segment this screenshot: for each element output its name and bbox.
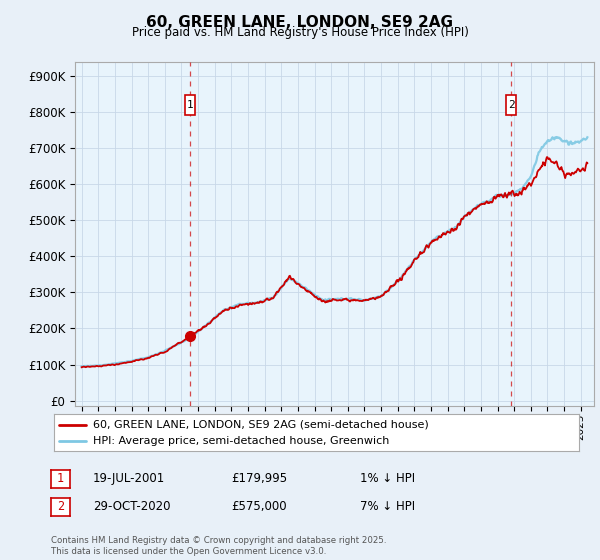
Text: 60, GREEN LANE, LONDON, SE9 2AG (semi-detached house): 60, GREEN LANE, LONDON, SE9 2AG (semi-de… — [94, 419, 429, 430]
Text: 1: 1 — [57, 472, 64, 486]
Text: 2: 2 — [57, 500, 64, 514]
FancyBboxPatch shape — [185, 95, 196, 115]
Text: HPI: Average price, semi-detached house, Greenwich: HPI: Average price, semi-detached house,… — [94, 436, 390, 446]
Text: 1: 1 — [187, 100, 194, 110]
Text: 19-JUL-2001: 19-JUL-2001 — [93, 472, 165, 486]
Text: 7% ↓ HPI: 7% ↓ HPI — [360, 500, 415, 514]
Text: Price paid vs. HM Land Registry's House Price Index (HPI): Price paid vs. HM Land Registry's House … — [131, 26, 469, 39]
Text: 60, GREEN LANE, LONDON, SE9 2AG: 60, GREEN LANE, LONDON, SE9 2AG — [146, 15, 454, 30]
Text: £575,000: £575,000 — [231, 500, 287, 514]
Text: 2: 2 — [508, 100, 515, 110]
Text: Contains HM Land Registry data © Crown copyright and database right 2025.
This d: Contains HM Land Registry data © Crown c… — [51, 536, 386, 556]
Text: £179,995: £179,995 — [231, 472, 287, 486]
Text: 29-OCT-2020: 29-OCT-2020 — [93, 500, 170, 514]
FancyBboxPatch shape — [506, 95, 517, 115]
Text: 1% ↓ HPI: 1% ↓ HPI — [360, 472, 415, 486]
